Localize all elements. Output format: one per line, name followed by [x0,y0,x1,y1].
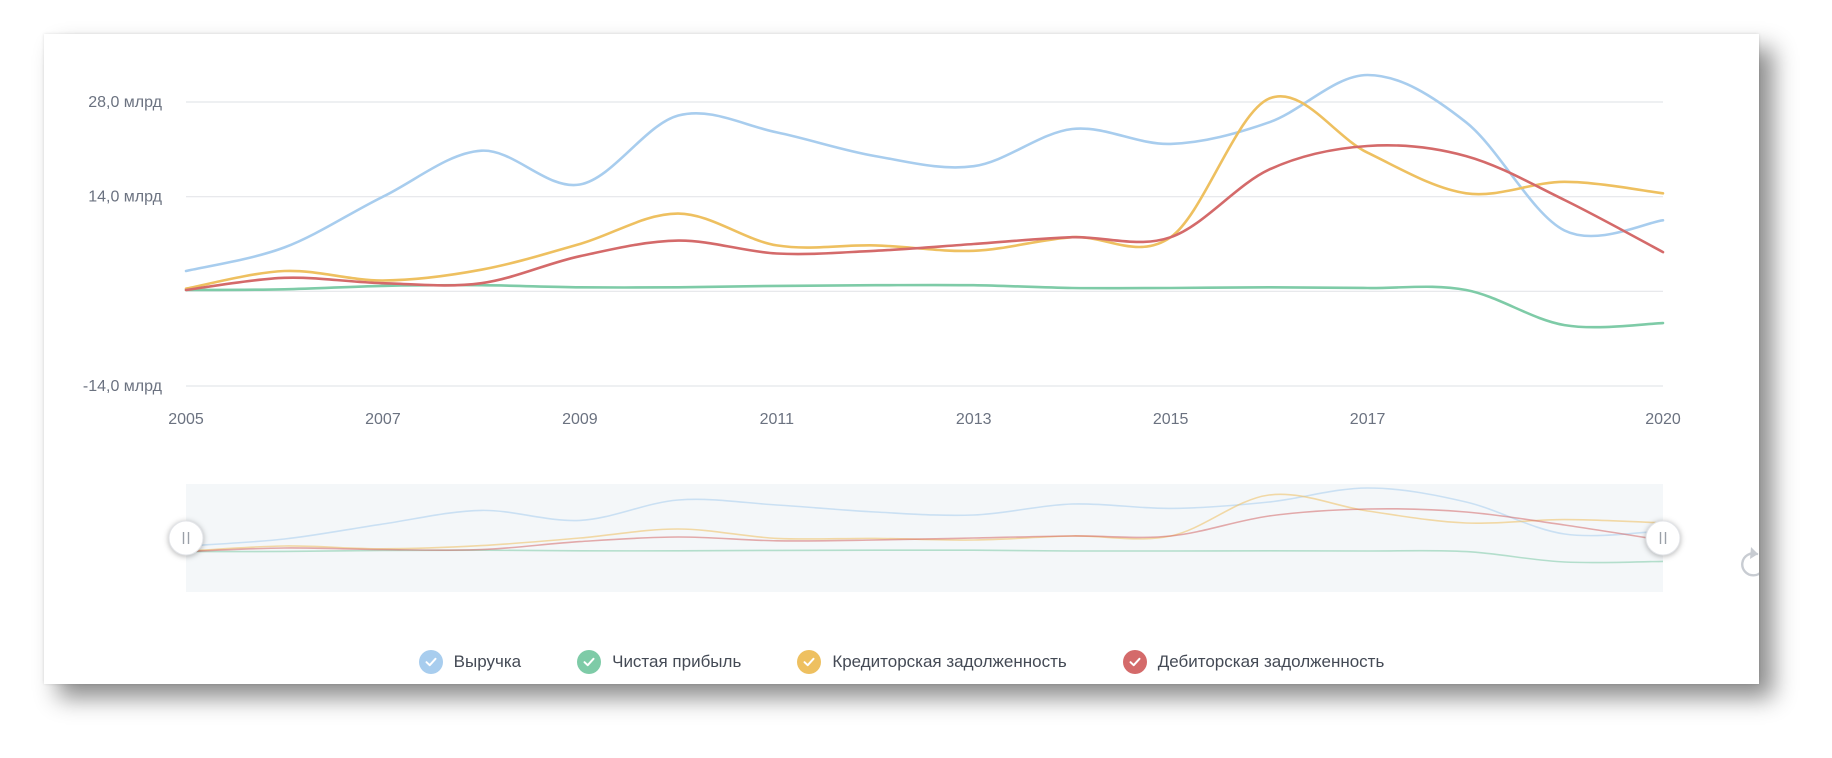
x-tick-label: 2011 [760,411,795,428]
checkmark-icon[interactable] [577,650,602,674]
checkmark-icon[interactable] [418,650,443,674]
x-tick-label: 2017 [1350,411,1386,428]
x-tick-label: 2013 [956,411,992,428]
legend-label: Дебиторская задолженность [1157,652,1385,671]
y-tick-label: 14,0 млрд [88,189,162,206]
reset-icon[interactable] [1741,547,1759,577]
legend-item-2[interactable]: Чистая прибыль [577,650,741,674]
y-axis: 28,0 млрд 14,0 млрд -14,0 млрд [83,94,163,395]
x-tick-label: 2009 [562,411,598,428]
navigator-handle-left[interactable] [168,520,204,556]
navigator-background[interactable] [186,484,1663,592]
legend-label: Выручка [453,652,522,671]
legend-item-3[interactable]: Кредиторская задолженность [797,650,1067,674]
series-line-1[interactable] [184,73,1665,273]
navigator-series [185,487,1664,564]
series-layer[interactable] [184,73,1665,329]
navigator-series-line-4 [185,507,1664,553]
legend: Выручка Чистая прибыль Кредиторская задолж… [44,632,1759,692]
navigator-series-line-1 [185,487,1664,547]
handle-knob[interactable] [168,520,204,556]
x-tick-label: 2007 [365,411,401,428]
checkmark-icon[interactable] [797,650,822,674]
x-tick-label: 2020 [1645,411,1681,428]
checkmark-icon[interactable] [1122,650,1147,674]
legend-item-4[interactable]: Дебиторская задолженность [1122,650,1385,674]
range-navigator[interactable] [168,484,1681,592]
y-tick-label: -14,0 млрд [83,378,163,395]
series-line-4[interactable] [184,144,1665,292]
y-tick-label: 28,0 млрд [88,94,162,111]
x-tick-label: 2015 [1153,411,1189,428]
series-line-3[interactable] [184,95,1665,290]
grid-layer [186,101,1663,387]
legend-label: Кредиторская задолженность [832,652,1067,671]
x-tick-label: 2005 [168,411,204,428]
legend-label: Чистая прибыль [612,652,742,671]
navigator-series-line-3 [185,493,1664,552]
handle-knob[interactable] [1645,520,1681,556]
legend-item-1[interactable]: Выручка [418,650,522,674]
reset-zoom-button[interactable] [1741,547,1759,577]
navigator-handle-right[interactable] [1645,520,1681,556]
x-axis: 2005 2007 2009 2011 2013 2015 2017 2020 [168,411,1681,428]
chart-card: 28,0 млрд 14,0 млрд -14,0 млрд 2005 2007 200… [44,34,1759,684]
